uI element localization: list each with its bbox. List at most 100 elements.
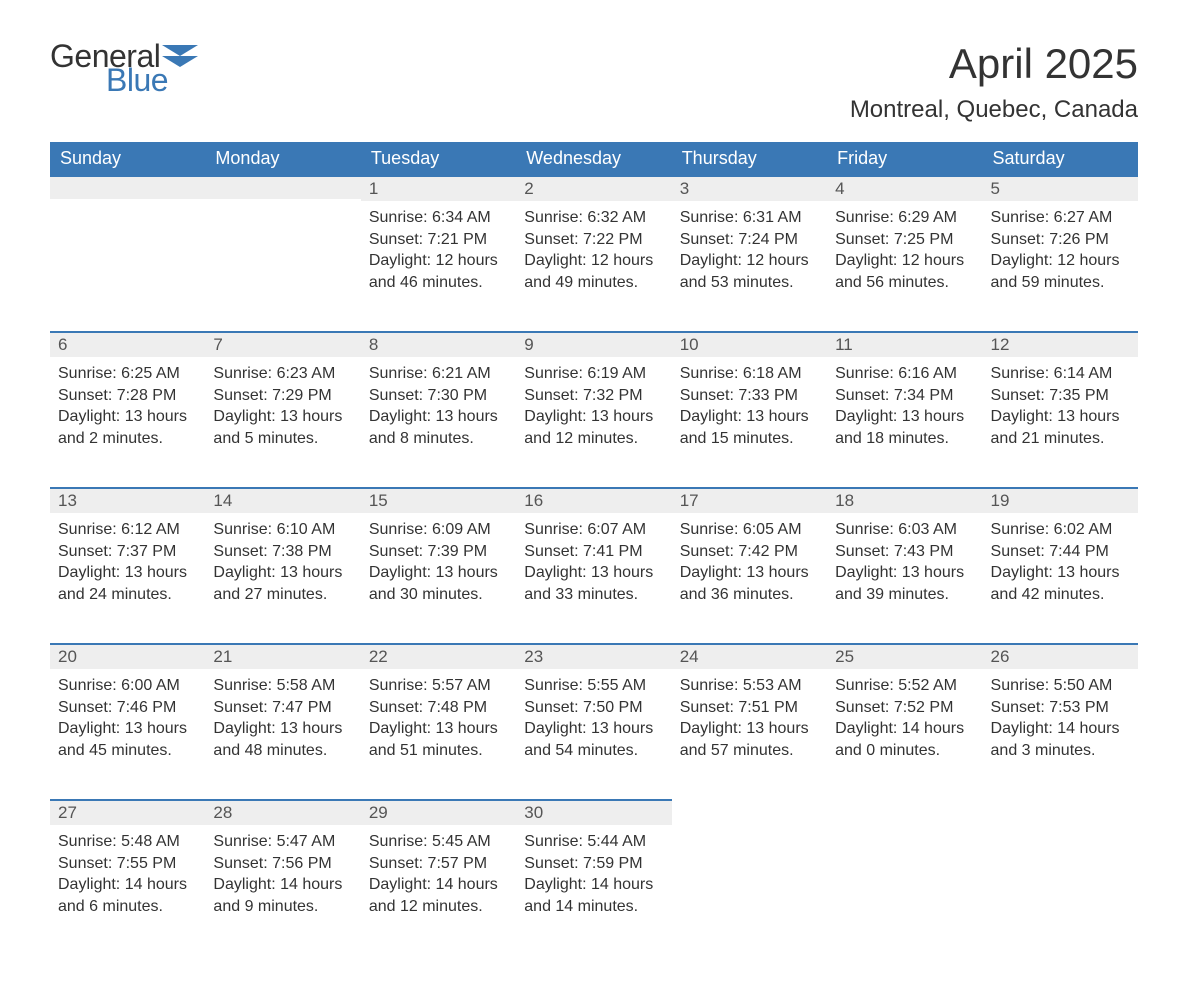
sunrise-line: Sunrise: 6:25 AM — [58, 363, 197, 385]
sunrise-line: Sunrise: 6:00 AM — [58, 675, 197, 697]
day-number: 6 — [50, 331, 205, 357]
day-number-cell: 16 — [516, 487, 671, 513]
day-body-cell: Sunrise: 6:10 AMSunset: 7:38 PMDaylight:… — [205, 513, 360, 643]
day-body-cell: Sunrise: 6:19 AMSunset: 7:32 PMDaylight:… — [516, 357, 671, 487]
sunrise-line: Sunrise: 5:55 AM — [524, 675, 663, 697]
day-number-cell: 5 — [983, 175, 1138, 201]
week-daynum-row: 27282930 — [50, 799, 1138, 825]
day-body-cell — [672, 825, 827, 955]
sunset-line: Sunset: 7:52 PM — [835, 697, 974, 719]
day-details: Sunrise: 5:57 AMSunset: 7:48 PMDaylight:… — [361, 669, 516, 779]
day-details: Sunrise: 6:12 AMSunset: 7:37 PMDaylight:… — [50, 513, 205, 623]
sunset-line: Sunset: 7:57 PM — [369, 853, 508, 875]
day-details: Sunrise: 5:44 AMSunset: 7:59 PMDaylight:… — [516, 825, 671, 935]
day-body-cell: Sunrise: 5:47 AMSunset: 7:56 PMDaylight:… — [205, 825, 360, 955]
day-number-cell: 1 — [361, 175, 516, 201]
weekday-header: Thursday — [672, 142, 827, 175]
daylight-line: Daylight: 13 hours and 18 minutes. — [835, 406, 974, 449]
day-number: 27 — [50, 799, 205, 825]
day-number: 17 — [672, 487, 827, 513]
daylight-line: Daylight: 13 hours and 21 minutes. — [991, 406, 1130, 449]
day-number-cell: 18 — [827, 487, 982, 513]
day-details: Sunrise: 6:16 AMSunset: 7:34 PMDaylight:… — [827, 357, 982, 467]
day-number-cell: 17 — [672, 487, 827, 513]
day-body-cell: Sunrise: 6:09 AMSunset: 7:39 PMDaylight:… — [361, 513, 516, 643]
calendar-table: SundayMondayTuesdayWednesdayThursdayFrid… — [50, 142, 1138, 955]
month-title: April 2025 — [850, 40, 1138, 88]
day-body-cell: Sunrise: 6:32 AMSunset: 7:22 PMDaylight:… — [516, 201, 671, 331]
daylight-line: Daylight: 12 hours and 59 minutes. — [991, 250, 1130, 293]
day-number-cell — [50, 175, 205, 201]
day-details: Sunrise: 6:18 AMSunset: 7:33 PMDaylight:… — [672, 357, 827, 467]
day-number: 9 — [516, 331, 671, 357]
day-number-cell: 9 — [516, 331, 671, 357]
day-body-cell: Sunrise: 6:29 AMSunset: 7:25 PMDaylight:… — [827, 201, 982, 331]
sunrise-line: Sunrise: 5:48 AM — [58, 831, 197, 853]
day-number: 7 — [205, 331, 360, 357]
logo-word2: Blue — [106, 64, 198, 96]
title-block: April 2025 Montreal, Quebec, Canada — [850, 40, 1138, 124]
daylight-line: Daylight: 13 hours and 27 minutes. — [213, 562, 352, 605]
empty-day-strip — [50, 175, 205, 199]
day-number-cell: 30 — [516, 799, 671, 825]
day-body-cell: Sunrise: 5:57 AMSunset: 7:48 PMDaylight:… — [361, 669, 516, 799]
day-details: Sunrise: 5:50 AMSunset: 7:53 PMDaylight:… — [983, 669, 1138, 779]
day-number-cell: 3 — [672, 175, 827, 201]
day-details: Sunrise: 6:23 AMSunset: 7:29 PMDaylight:… — [205, 357, 360, 467]
daylight-line: Daylight: 13 hours and 12 minutes. — [524, 406, 663, 449]
day-body-cell: Sunrise: 5:48 AMSunset: 7:55 PMDaylight:… — [50, 825, 205, 955]
sunset-line: Sunset: 7:32 PM — [524, 385, 663, 407]
day-body-cell: Sunrise: 6:12 AMSunset: 7:37 PMDaylight:… — [50, 513, 205, 643]
daylight-line: Daylight: 14 hours and 9 minutes. — [213, 874, 352, 917]
sunset-line: Sunset: 7:59 PM — [524, 853, 663, 875]
day-number: 11 — [827, 331, 982, 357]
sunset-line: Sunset: 7:50 PM — [524, 697, 663, 719]
sunrise-line: Sunrise: 5:57 AM — [369, 675, 508, 697]
day-number-cell: 7 — [205, 331, 360, 357]
sunset-line: Sunset: 7:46 PM — [58, 697, 197, 719]
day-body-cell: Sunrise: 5:44 AMSunset: 7:59 PMDaylight:… — [516, 825, 671, 955]
day-details: Sunrise: 6:00 AMSunset: 7:46 PMDaylight:… — [50, 669, 205, 779]
sunrise-line: Sunrise: 5:58 AM — [213, 675, 352, 697]
daylight-line: Daylight: 13 hours and 57 minutes. — [680, 718, 819, 761]
day-number: 15 — [361, 487, 516, 513]
day-number: 5 — [983, 175, 1138, 201]
sunset-line: Sunset: 7:39 PM — [369, 541, 508, 563]
weekday-header: Friday — [827, 142, 982, 175]
week-body-row: Sunrise: 6:34 AMSunset: 7:21 PMDaylight:… — [50, 201, 1138, 331]
sunrise-line: Sunrise: 6:32 AM — [524, 207, 663, 229]
daylight-line: Daylight: 13 hours and 2 minutes. — [58, 406, 197, 449]
sunset-line: Sunset: 7:34 PM — [835, 385, 974, 407]
day-number: 4 — [827, 175, 982, 201]
sunrise-line: Sunrise: 6:29 AM — [835, 207, 974, 229]
sunrise-line: Sunrise: 6:12 AM — [58, 519, 197, 541]
day-details: Sunrise: 5:52 AMSunset: 7:52 PMDaylight:… — [827, 669, 982, 779]
sunrise-line: Sunrise: 5:52 AM — [835, 675, 974, 697]
logo: General Blue — [50, 40, 198, 96]
sunset-line: Sunset: 7:29 PM — [213, 385, 352, 407]
day-details: Sunrise: 5:45 AMSunset: 7:57 PMDaylight:… — [361, 825, 516, 935]
sunrise-line: Sunrise: 5:47 AM — [213, 831, 352, 853]
day-body-cell: Sunrise: 6:27 AMSunset: 7:26 PMDaylight:… — [983, 201, 1138, 331]
week-daynum-row: 12345 — [50, 175, 1138, 201]
week-body-row: Sunrise: 6:25 AMSunset: 7:28 PMDaylight:… — [50, 357, 1138, 487]
daylight-line: Daylight: 13 hours and 45 minutes. — [58, 718, 197, 761]
day-body-cell — [205, 201, 360, 331]
daylight-line: Daylight: 12 hours and 46 minutes. — [369, 250, 508, 293]
week-body-row: Sunrise: 6:00 AMSunset: 7:46 PMDaylight:… — [50, 669, 1138, 799]
day-number: 20 — [50, 643, 205, 669]
day-number-cell: 12 — [983, 331, 1138, 357]
day-number-cell: 26 — [983, 643, 1138, 669]
day-number-cell: 6 — [50, 331, 205, 357]
day-body-cell: Sunrise: 6:14 AMSunset: 7:35 PMDaylight:… — [983, 357, 1138, 487]
weekday-header: Monday — [205, 142, 360, 175]
sunrise-line: Sunrise: 6:27 AM — [991, 207, 1130, 229]
sunset-line: Sunset: 7:53 PM — [991, 697, 1130, 719]
sunrise-line: Sunrise: 6:03 AM — [835, 519, 974, 541]
daylight-line: Daylight: 13 hours and 8 minutes. — [369, 406, 508, 449]
day-number-cell: 27 — [50, 799, 205, 825]
day-number-cell: 28 — [205, 799, 360, 825]
day-number-cell — [827, 799, 982, 825]
day-body-cell: Sunrise: 5:58 AMSunset: 7:47 PMDaylight:… — [205, 669, 360, 799]
sunset-line: Sunset: 7:26 PM — [991, 229, 1130, 251]
